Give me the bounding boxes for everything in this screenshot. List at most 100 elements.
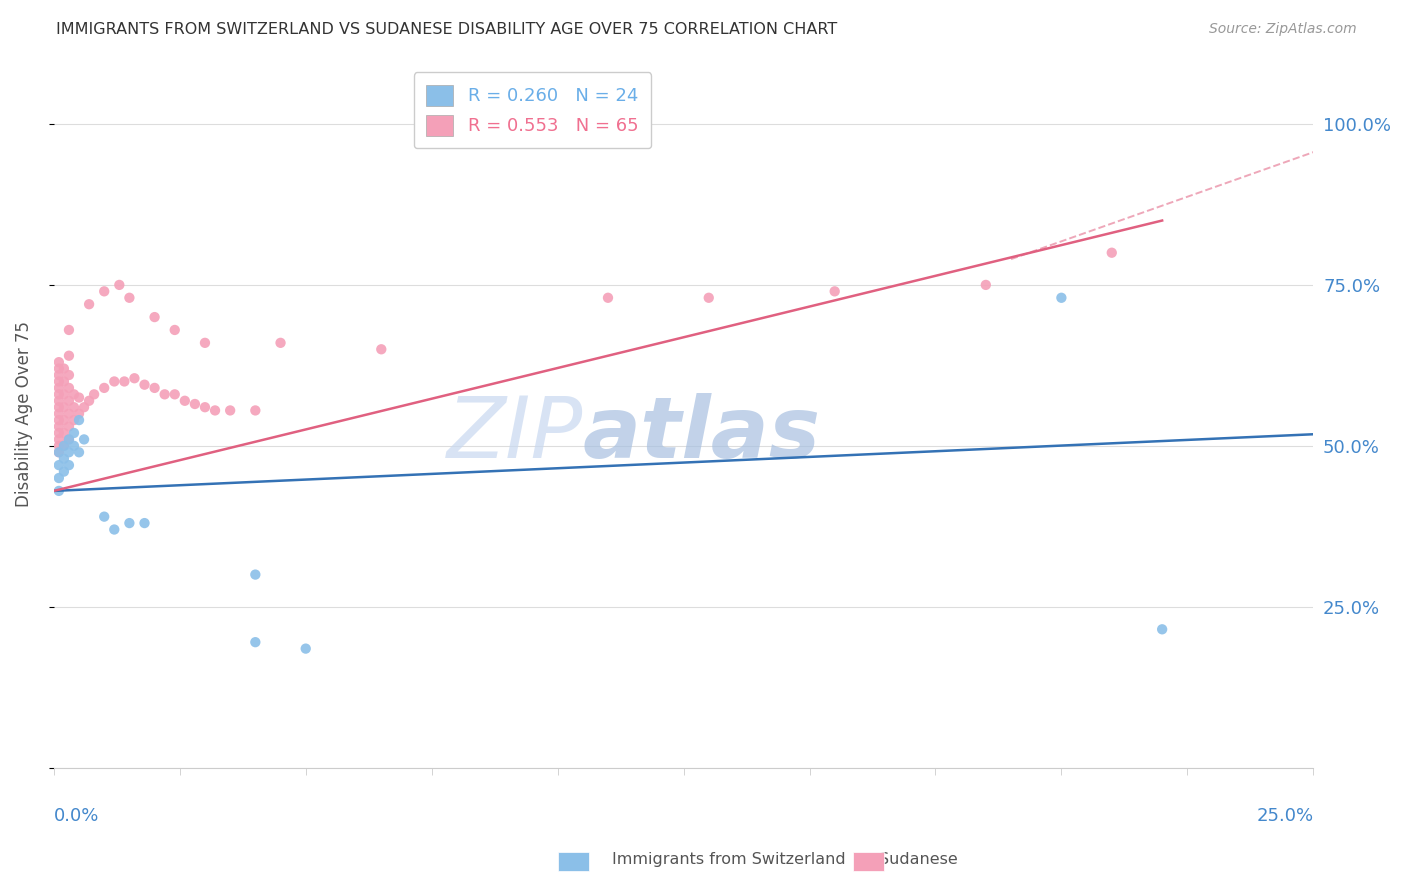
Point <box>67 391 90 405</box>
Point <box>52 451 75 466</box>
Point <box>58 433 80 447</box>
Point <box>194 401 217 415</box>
Point <box>245 635 267 649</box>
Point <box>77 393 100 408</box>
Point <box>48 361 70 376</box>
Text: atlas: atlas <box>583 393 821 476</box>
Point <box>58 393 80 408</box>
Point <box>245 403 267 417</box>
Point <box>48 483 70 498</box>
Point <box>204 403 226 417</box>
Point <box>118 291 141 305</box>
Point <box>52 387 75 401</box>
Point <box>596 291 619 305</box>
Point <box>52 375 75 389</box>
Point <box>52 401 75 415</box>
Point <box>173 393 195 408</box>
Point <box>58 445 80 459</box>
Point <box>93 509 115 524</box>
Point <box>58 458 80 472</box>
Point <box>245 567 267 582</box>
Point <box>1050 291 1073 305</box>
Point <box>58 381 80 395</box>
Point <box>370 343 392 357</box>
Point <box>63 425 86 440</box>
Point <box>52 361 75 376</box>
Point <box>48 445 70 459</box>
Point <box>63 387 86 401</box>
Point <box>48 393 70 408</box>
Point <box>134 377 156 392</box>
Point <box>48 407 70 421</box>
Point <box>697 291 720 305</box>
Point <box>67 413 90 427</box>
Point <box>184 397 207 411</box>
Point <box>48 433 70 447</box>
Point <box>118 516 141 530</box>
Point <box>48 375 70 389</box>
Point <box>63 413 86 427</box>
Point <box>48 368 70 382</box>
Text: 25.0%: 25.0% <box>1256 806 1313 824</box>
Point <box>73 433 96 447</box>
Point <box>58 419 80 434</box>
Point <box>52 413 75 427</box>
Point <box>1152 622 1174 636</box>
Text: Immigrants from Switzerland: Immigrants from Switzerland <box>612 853 845 867</box>
Point <box>1101 245 1123 260</box>
Point <box>48 425 70 440</box>
Point <box>48 419 70 434</box>
Point <box>103 375 125 389</box>
Point <box>48 387 70 401</box>
Point <box>83 387 105 401</box>
Y-axis label: Disability Age Over 75: Disability Age Over 75 <box>15 320 32 507</box>
Point <box>270 335 292 350</box>
Point <box>63 439 86 453</box>
Point <box>134 516 156 530</box>
Point <box>48 471 70 485</box>
Point <box>48 445 70 459</box>
Text: Sudanese: Sudanese <box>879 853 957 867</box>
Text: IMMIGRANTS FROM SWITZERLAND VS SUDANESE DISABILITY AGE OVER 75 CORRELATION CHART: IMMIGRANTS FROM SWITZERLAND VS SUDANESE … <box>56 22 838 37</box>
Text: ZIP: ZIP <box>447 393 583 476</box>
Point <box>73 401 96 415</box>
Point <box>63 401 86 415</box>
Point <box>58 368 80 382</box>
Point <box>48 458 70 472</box>
Point <box>112 375 135 389</box>
Point <box>48 413 70 427</box>
Point <box>48 355 70 369</box>
Point <box>294 641 316 656</box>
Point <box>163 323 186 337</box>
Point <box>108 277 131 292</box>
Point <box>143 381 166 395</box>
Point <box>153 387 176 401</box>
Point <box>93 285 115 299</box>
Text: 0.0%: 0.0% <box>53 806 100 824</box>
Legend: R = 0.260   N = 24, R = 0.553   N = 65: R = 0.260 N = 24, R = 0.553 N = 65 <box>413 72 651 148</box>
Point <box>77 297 100 311</box>
Point <box>824 285 846 299</box>
Point <box>52 439 75 453</box>
Point <box>58 349 80 363</box>
Point <box>103 523 125 537</box>
Point <box>163 387 186 401</box>
Point <box>52 439 75 453</box>
Point <box>67 407 90 421</box>
Point <box>143 310 166 324</box>
Point <box>52 425 75 440</box>
Text: Source: ZipAtlas.com: Source: ZipAtlas.com <box>1209 22 1357 37</box>
Point <box>194 335 217 350</box>
Point <box>48 439 70 453</box>
Point <box>48 401 70 415</box>
Point <box>67 445 90 459</box>
Point <box>124 371 146 385</box>
Point <box>58 407 80 421</box>
Point <box>48 381 70 395</box>
Point <box>58 323 80 337</box>
Point <box>58 433 80 447</box>
Point <box>219 403 242 417</box>
Point <box>52 465 75 479</box>
Point <box>93 381 115 395</box>
Point <box>974 277 997 292</box>
